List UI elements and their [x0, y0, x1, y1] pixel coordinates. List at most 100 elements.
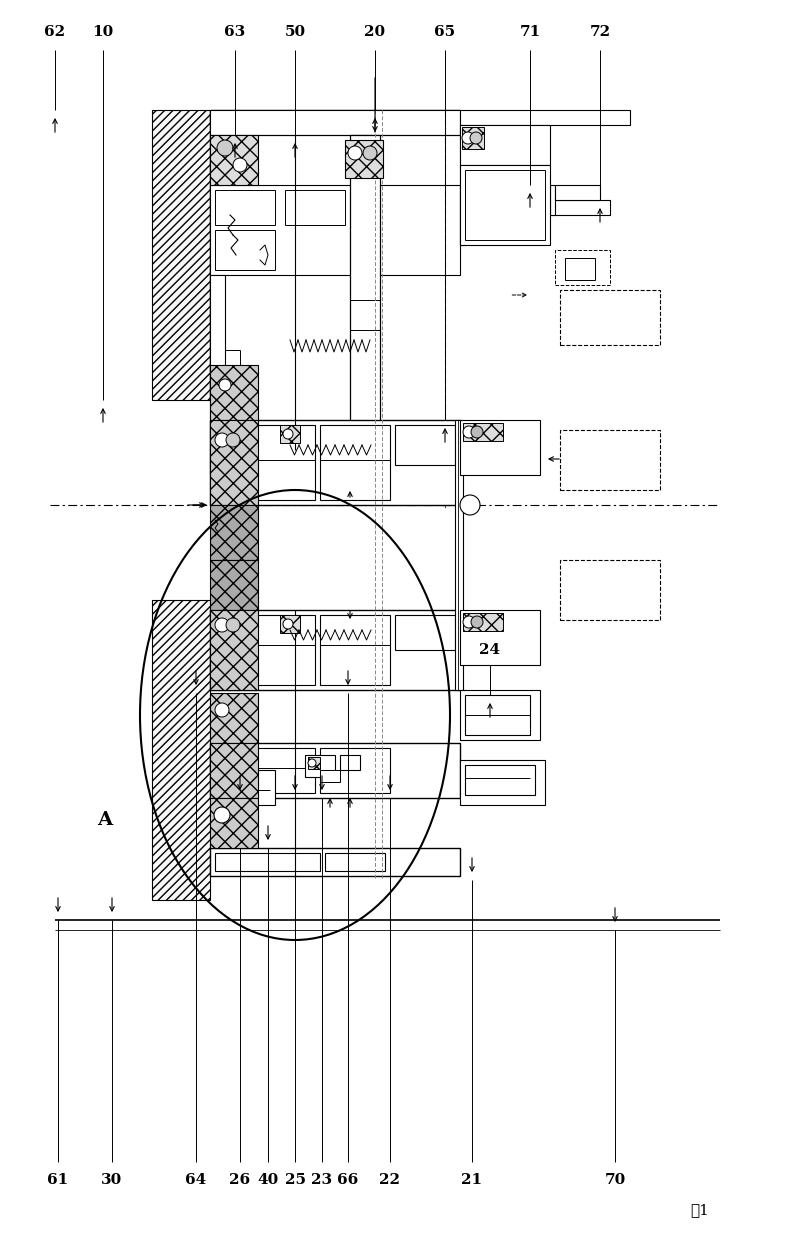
Circle shape	[214, 808, 230, 823]
Text: 72: 72	[590, 25, 610, 39]
Bar	[210, 135, 258, 186]
Bar	[152, 599, 210, 900]
Circle shape	[471, 616, 483, 628]
Bar	[465, 695, 530, 735]
Bar	[210, 744, 258, 798]
Bar	[210, 798, 258, 848]
Bar	[320, 747, 390, 793]
Bar	[460, 125, 464, 245]
Bar	[463, 613, 503, 631]
Text: 63: 63	[224, 25, 246, 39]
Text: 20: 20	[365, 25, 386, 39]
Bar	[215, 229, 275, 270]
Bar	[210, 420, 460, 505]
Bar	[210, 609, 460, 690]
Circle shape	[215, 703, 229, 717]
Bar	[460, 166, 550, 245]
Bar	[210, 505, 258, 561]
Bar	[210, 186, 460, 275]
Bar	[210, 848, 460, 877]
Text: 26: 26	[230, 1172, 250, 1188]
Text: 21: 21	[462, 1172, 482, 1188]
Bar	[550, 186, 555, 214]
Circle shape	[283, 619, 293, 630]
Text: 50: 50	[285, 25, 306, 39]
Bar	[575, 571, 640, 604]
Text: 30: 30	[102, 1172, 122, 1188]
Bar	[280, 425, 300, 443]
Text: 40: 40	[258, 1172, 278, 1188]
Bar	[560, 290, 660, 345]
Bar	[465, 171, 545, 240]
Bar	[210, 420, 258, 505]
Bar	[210, 480, 220, 505]
Bar	[565, 258, 595, 280]
Bar	[395, 614, 455, 650]
Bar	[560, 430, 660, 490]
Circle shape	[462, 132, 474, 144]
Text: 66: 66	[338, 1172, 358, 1188]
Circle shape	[233, 158, 247, 172]
Bar	[350, 135, 380, 475]
Text: 64: 64	[186, 1172, 206, 1188]
Bar	[560, 561, 660, 619]
Circle shape	[283, 429, 293, 439]
Bar	[460, 690, 540, 740]
Bar	[460, 760, 545, 805]
Bar	[320, 614, 390, 685]
Text: 22: 22	[379, 1172, 401, 1188]
Bar	[320, 770, 340, 782]
Text: 24: 24	[479, 643, 501, 657]
Text: 71: 71	[519, 25, 541, 39]
Circle shape	[363, 145, 377, 161]
Bar	[513, 209, 533, 224]
Bar	[460, 609, 540, 665]
Bar	[210, 275, 225, 475]
Bar	[280, 614, 300, 633]
Circle shape	[226, 618, 240, 632]
Bar	[210, 693, 258, 744]
Bar	[325, 853, 385, 872]
Text: 23: 23	[311, 1172, 333, 1188]
Bar	[152, 110, 210, 400]
Bar	[210, 675, 220, 690]
Circle shape	[463, 426, 475, 438]
Bar	[210, 110, 460, 135]
Bar	[575, 300, 640, 332]
Circle shape	[463, 616, 475, 628]
Text: 10: 10	[92, 25, 114, 39]
Bar	[215, 191, 275, 224]
Bar	[550, 199, 610, 214]
Circle shape	[348, 145, 362, 161]
Circle shape	[226, 433, 240, 446]
Bar	[555, 250, 610, 285]
Bar	[463, 423, 503, 441]
Bar	[345, 140, 383, 178]
Bar	[455, 420, 463, 690]
Bar	[462, 127, 484, 149]
Bar	[508, 204, 538, 229]
Text: A: A	[98, 811, 113, 829]
Text: 61: 61	[47, 1172, 69, 1188]
Bar	[555, 186, 600, 199]
Bar	[320, 425, 390, 500]
Bar	[575, 440, 640, 475]
Bar	[395, 425, 455, 465]
Bar	[245, 770, 275, 805]
Bar	[308, 757, 320, 769]
Circle shape	[215, 433, 229, 446]
Bar	[285, 191, 345, 224]
Bar	[215, 747, 315, 793]
Bar	[215, 614, 315, 685]
Text: 25: 25	[285, 1172, 306, 1188]
Bar	[210, 420, 220, 440]
Bar	[465, 765, 535, 795]
Bar	[215, 853, 320, 872]
Bar	[210, 365, 258, 420]
Circle shape	[217, 140, 233, 155]
Circle shape	[471, 426, 483, 438]
Bar	[460, 125, 550, 166]
Bar	[210, 609, 258, 690]
Circle shape	[470, 132, 482, 144]
Circle shape	[308, 759, 316, 767]
